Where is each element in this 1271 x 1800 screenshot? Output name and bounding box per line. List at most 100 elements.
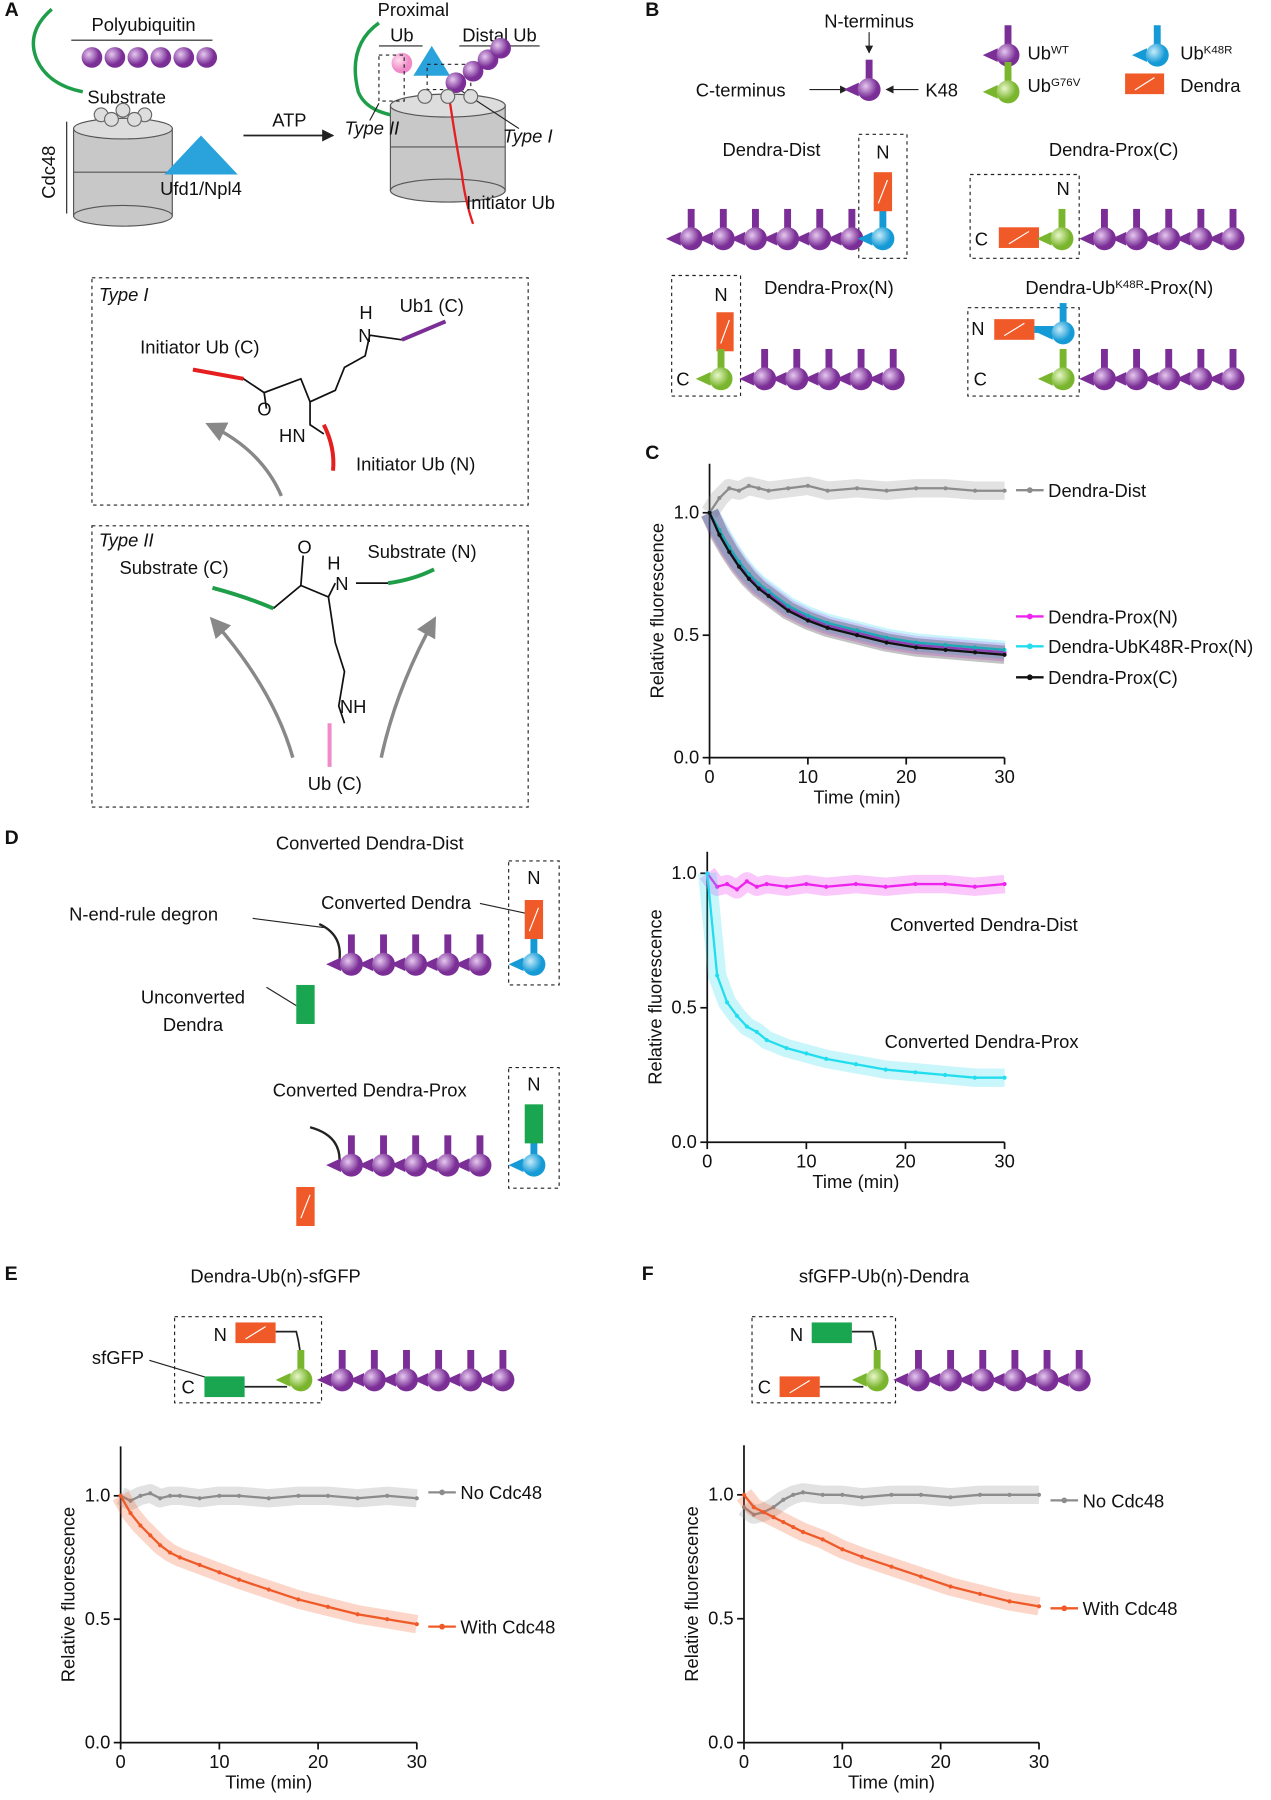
data-point bbox=[197, 1562, 202, 1567]
label: Initiator Ub (C) bbox=[140, 337, 259, 358]
label: Distal Ub bbox=[462, 24, 536, 45]
data-point bbox=[167, 1550, 173, 1555]
label: C bbox=[975, 229, 988, 250]
ub-stem bbox=[297, 1350, 305, 1371]
ub-stem bbox=[412, 934, 420, 956]
label: N bbox=[714, 284, 727, 305]
ub-stem bbox=[825, 348, 833, 370]
data-point bbox=[118, 1493, 123, 1498]
ubiquitin bbox=[289, 1368, 313, 1392]
legend-label: Dendra-UbK48R-Prox(N) bbox=[1048, 636, 1253, 657]
x-tick-label: 10 bbox=[798, 766, 818, 787]
panel-a-shapes bbox=[31, 7, 540, 227]
data-point bbox=[734, 887, 740, 892]
ub-stem bbox=[1165, 208, 1173, 230]
data-point bbox=[1002, 652, 1007, 657]
label: NH bbox=[340, 696, 367, 717]
data-point bbox=[167, 1493, 173, 1498]
hatch bbox=[245, 1326, 266, 1340]
ubiquitin bbox=[1125, 227, 1149, 251]
ub-stem bbox=[1165, 348, 1173, 370]
data-point bbox=[943, 881, 948, 887]
ub-stem bbox=[1229, 348, 1237, 370]
data-point bbox=[913, 1070, 918, 1075]
data-point bbox=[884, 488, 889, 493]
label: N-terminus bbox=[824, 11, 914, 32]
hatch bbox=[877, 179, 889, 204]
hatch bbox=[720, 319, 730, 344]
x-axis-title: Time (min) bbox=[848, 1772, 935, 1793]
ub-stem bbox=[865, 59, 873, 81]
label: HN bbox=[279, 425, 306, 446]
ubiquitin bbox=[776, 227, 800, 251]
data-point bbox=[973, 650, 978, 655]
data-point bbox=[736, 564, 742, 569]
ubiquitin bbox=[906, 1368, 930, 1392]
label: Initiator Ub bbox=[466, 192, 555, 213]
type2-structure bbox=[91, 525, 529, 808]
ubiquitin bbox=[679, 227, 703, 251]
ubiquitin bbox=[1092, 227, 1116, 251]
data-point bbox=[840, 1492, 845, 1497]
error-band bbox=[736, 1489, 1041, 1616]
label-part: Dendra-Ub bbox=[1025, 277, 1115, 298]
ub-stem bbox=[476, 934, 484, 956]
label: H bbox=[359, 302, 372, 323]
ubiquitin bbox=[865, 1368, 889, 1392]
data-point bbox=[746, 571, 751, 577]
ubiquitin bbox=[330, 1368, 354, 1392]
data-point bbox=[1036, 1492, 1042, 1497]
label: Dendra bbox=[1180, 75, 1241, 96]
label: Type I bbox=[503, 125, 553, 146]
data-point bbox=[1007, 1492, 1012, 1497]
data-point bbox=[385, 1617, 390, 1622]
data-point bbox=[824, 884, 829, 889]
data-point bbox=[781, 1497, 786, 1502]
ub-tail bbox=[730, 231, 746, 246]
ub-stem bbox=[403, 1350, 410, 1371]
ub-stem bbox=[347, 934, 355, 956]
label: Polyubiquitin bbox=[92, 14, 196, 35]
sfgfp bbox=[204, 1376, 245, 1398]
label: Converted Dendra bbox=[321, 892, 472, 913]
data-point bbox=[727, 549, 732, 555]
data-point bbox=[138, 1493, 143, 1498]
ub-stem bbox=[1011, 1350, 1019, 1371]
data-point bbox=[756, 486, 761, 491]
ubiquitin bbox=[1189, 367, 1213, 391]
ub-stem bbox=[1153, 25, 1161, 46]
data-point bbox=[825, 620, 830, 626]
series-line bbox=[708, 512, 1005, 656]
label: Converted Dendra-Dist bbox=[276, 832, 464, 853]
ub-stem bbox=[1075, 1350, 1083, 1371]
data-point bbox=[764, 1037, 769, 1043]
data-point bbox=[840, 1547, 845, 1552]
y-tick-label: 0.0 bbox=[708, 1731, 734, 1752]
ub-stem bbox=[435, 1350, 443, 1371]
y-axis-title: Relative fluorescence bbox=[644, 909, 665, 1085]
label: Substrate (C) bbox=[119, 557, 228, 578]
data-point bbox=[128, 1511, 133, 1516]
data-point bbox=[918, 1492, 924, 1497]
label: N bbox=[214, 1324, 227, 1345]
label: ATP bbox=[272, 109, 306, 130]
ub-stem bbox=[873, 1350, 881, 1371]
ub-stem bbox=[889, 348, 897, 370]
data-point bbox=[158, 1496, 163, 1501]
y-tick-label: 1.0 bbox=[674, 501, 700, 522]
ubiquitin bbox=[81, 47, 103, 68]
data-point bbox=[414, 1496, 419, 1501]
ub-stem bbox=[816, 208, 824, 230]
data-point bbox=[859, 1495, 865, 1500]
data-point bbox=[734, 1013, 740, 1018]
converted-dendra bbox=[524, 1104, 544, 1144]
ubiquitin bbox=[1157, 367, 1181, 391]
ub-stem bbox=[1229, 208, 1237, 230]
label: N bbox=[790, 1324, 803, 1345]
ub-stem bbox=[530, 1135, 538, 1156]
data-point bbox=[414, 1622, 419, 1627]
label: Type I bbox=[99, 284, 149, 305]
ub-stem bbox=[879, 208, 887, 230]
ub-tail bbox=[358, 1158, 374, 1173]
